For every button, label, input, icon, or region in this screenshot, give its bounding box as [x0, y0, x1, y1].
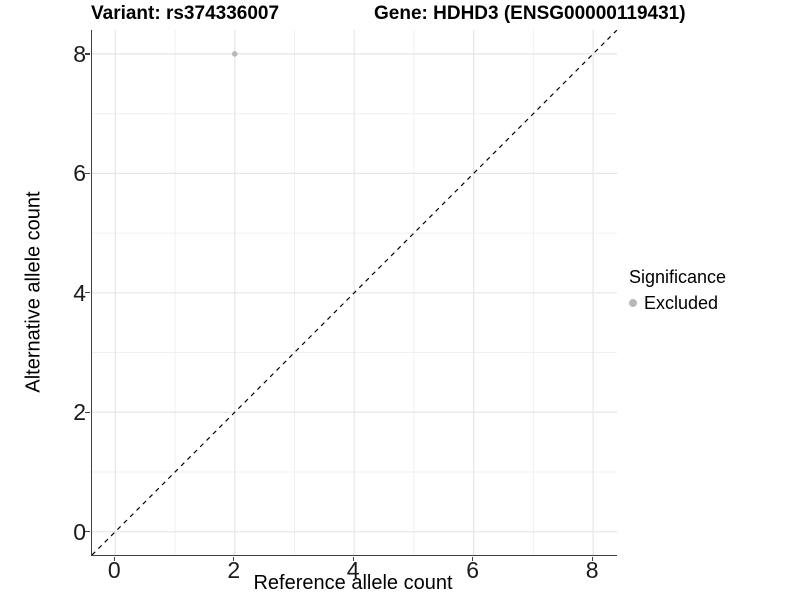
- x-tick-label: 6: [466, 557, 480, 583]
- plot-area-svg: [92, 30, 617, 555]
- legend: Significance Excluded: [629, 266, 726, 314]
- y-tick-mark: [85, 411, 90, 413]
- y-tick-label: 2: [73, 399, 86, 426]
- y-tick-label: 4: [73, 279, 86, 306]
- y-tick-mark: [85, 292, 90, 294]
- x-tick-mark: [233, 556, 235, 561]
- x-tick-mark: [113, 556, 115, 561]
- y-tick-label: 6: [73, 160, 86, 187]
- y-tick-label: 8: [73, 40, 86, 67]
- variant-title: Variant: rs374336007: [91, 3, 280, 24]
- y-tick-mark: [85, 53, 90, 55]
- x-tick-mark: [591, 556, 593, 561]
- x-tick-label: 0: [107, 557, 121, 583]
- y-tick-label: 0: [73, 518, 86, 545]
- x-tick-mark: [472, 556, 474, 561]
- data-point: [231, 51, 238, 57]
- y-tick-mark: [85, 531, 90, 533]
- x-tick-label: 8: [585, 557, 599, 583]
- y-tick-mark: [85, 172, 90, 175]
- legend-title: Significance: [629, 267, 727, 287]
- excluded-point-icon: [629, 299, 637, 307]
- legend-item-excluded: Excluded: [629, 292, 726, 314]
- identity-line: [92, 30, 617, 555]
- plot-panel: [91, 30, 617, 556]
- x-axis-title: Reference allele count: [253, 572, 453, 594]
- gene-title: Gene: HDHD3 (ENSG00000119431): [374, 3, 686, 24]
- x-tick-label: 2: [227, 557, 241, 583]
- legend-item-label: Excluded: [644, 293, 719, 313]
- x-tick-mark: [352, 556, 354, 561]
- x-tick-label: 4: [346, 557, 360, 583]
